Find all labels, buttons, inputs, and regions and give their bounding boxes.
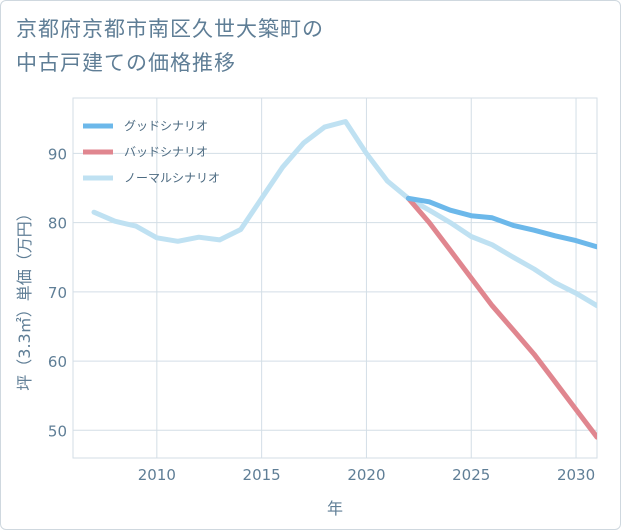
series-line-2: [405, 195, 597, 440]
series-lines: [91, 119, 597, 440]
y-tick-label: 70: [48, 284, 67, 302]
y-axis-title: 坪（3.3㎡）単価（万円）: [15, 205, 34, 390]
chart-title: 京都府京都市南区久世大築町の 中古戸建ての価格推移: [16, 12, 324, 80]
chart-title-line-1: 京都府京都市南区久世大築町の: [16, 17, 324, 41]
legend-label-1: グッドシナリオ: [124, 119, 208, 133]
x-tick-label: 2010: [138, 466, 176, 484]
y-tick-label: 90: [48, 145, 67, 163]
y-tick-label: 60: [48, 353, 67, 371]
y-tick-label: 50: [48, 422, 67, 440]
chart-title-line-2: 中古戸建ての価格推移: [16, 51, 236, 75]
legend-label-2: バッドシナリオ: [124, 145, 208, 159]
x-axis-title: 年: [327, 499, 343, 518]
x-tick-label: 2015: [243, 466, 281, 484]
y-tick-label: 80: [48, 215, 67, 233]
legend-label-3: ノーマルシナリオ: [124, 171, 220, 185]
x-tick-label: 2020: [347, 466, 385, 484]
x-tick-label: 2025: [452, 466, 490, 484]
x-tick-label: 2030: [557, 466, 595, 484]
series-line-1: [405, 195, 597, 250]
tick-labels: 2010 2015 2020 2025 2030 50 60 70 80 90: [48, 145, 595, 484]
series-line-3: [91, 119, 597, 309]
plot-border: [72, 97, 598, 459]
grid-lines: [72, 97, 598, 459]
